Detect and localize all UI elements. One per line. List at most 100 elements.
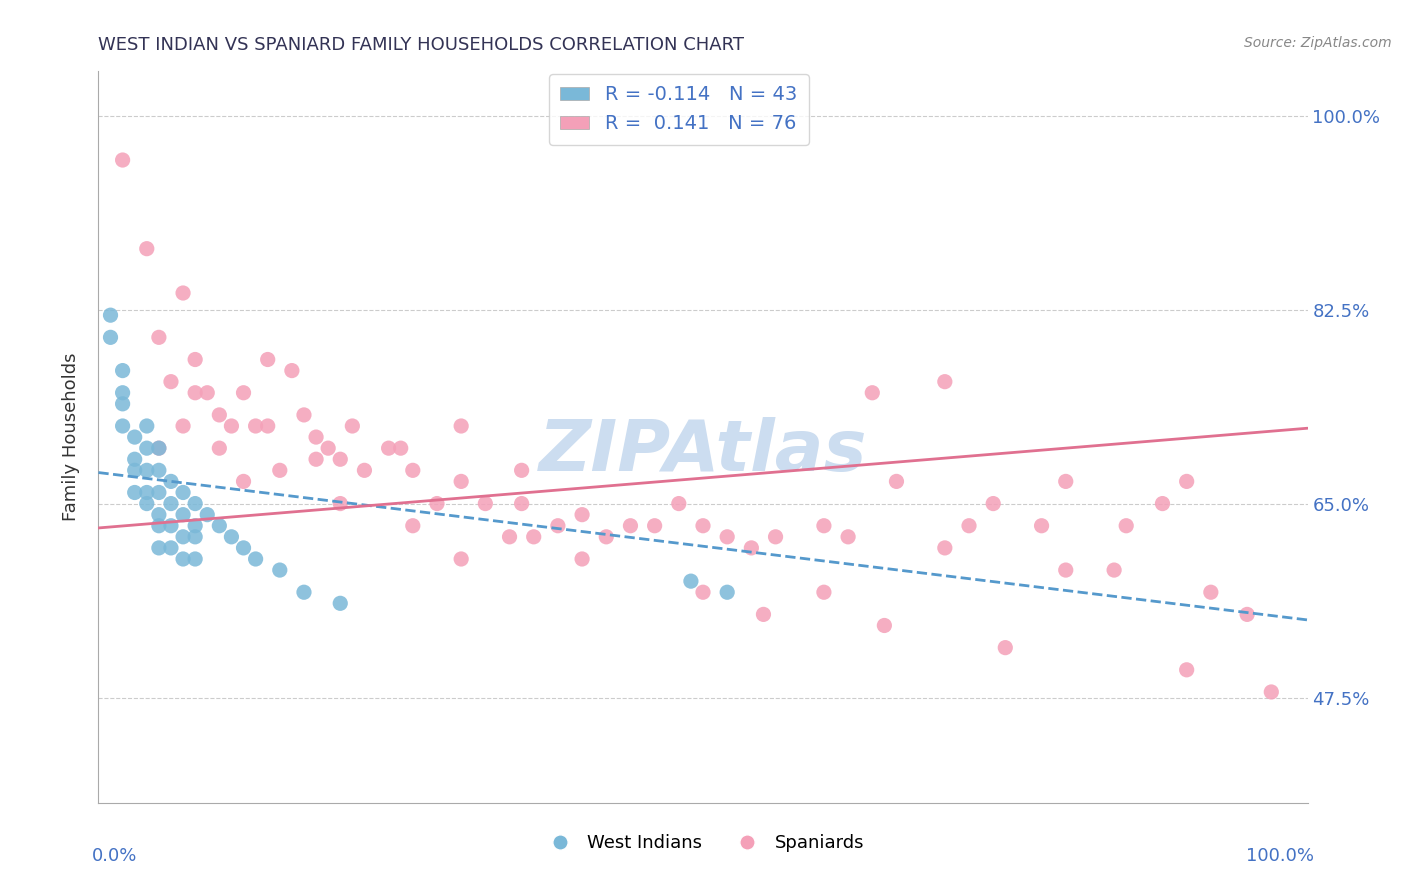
- Point: [160, 475, 183, 489]
- Text: WEST INDIAN VS SPANIARD FAMILY HOUSEHOLDS CORRELATION CHART: WEST INDIAN VS SPANIARD FAMILY HOUSEHOLD…: [98, 36, 744, 54]
- Point: [765, 530, 787, 544]
- Point: [148, 518, 170, 533]
- Point: [208, 518, 231, 533]
- Point: [377, 441, 399, 455]
- Point: [595, 530, 617, 544]
- Point: [148, 508, 170, 522]
- Point: [329, 596, 352, 610]
- Point: [450, 419, 472, 434]
- Point: [498, 530, 520, 544]
- Point: [547, 518, 569, 533]
- Point: [426, 497, 449, 511]
- Point: [172, 552, 194, 566]
- Point: [124, 430, 146, 444]
- Point: [195, 385, 218, 400]
- Point: [1054, 475, 1077, 489]
- Point: [221, 530, 243, 544]
- Point: [813, 585, 835, 599]
- Point: [160, 375, 183, 389]
- Point: [981, 497, 1004, 511]
- Point: [668, 497, 690, 511]
- Point: [184, 385, 207, 400]
- Point: [342, 419, 364, 434]
- Point: [124, 463, 146, 477]
- Point: [934, 541, 956, 555]
- Point: [148, 441, 170, 455]
- Point: [679, 574, 702, 589]
- Point: [232, 385, 254, 400]
- Point: [292, 408, 315, 422]
- Point: [148, 541, 170, 555]
- Point: [571, 552, 593, 566]
- Text: 100.0%: 100.0%: [1246, 847, 1313, 864]
- Point: [994, 640, 1017, 655]
- Point: [1175, 475, 1198, 489]
- Point: [329, 452, 352, 467]
- Text: Source: ZipAtlas.com: Source: ZipAtlas.com: [1244, 36, 1392, 50]
- Point: [1102, 563, 1125, 577]
- Point: [245, 552, 267, 566]
- Point: [148, 330, 170, 344]
- Point: [1054, 563, 1077, 577]
- Point: [269, 563, 291, 577]
- Point: [135, 485, 157, 500]
- Point: [644, 518, 666, 533]
- Point: [281, 363, 304, 377]
- Point: [135, 497, 157, 511]
- Point: [172, 530, 194, 544]
- Point: [813, 518, 835, 533]
- Point: [1199, 585, 1222, 599]
- Point: [135, 419, 157, 434]
- Point: [184, 497, 207, 511]
- Point: [111, 153, 134, 167]
- Point: [124, 485, 146, 500]
- Text: 0.0%: 0.0%: [93, 847, 138, 864]
- Point: [1115, 518, 1137, 533]
- Point: [292, 585, 315, 599]
- Point: [1031, 518, 1053, 533]
- Point: [402, 518, 425, 533]
- Point: [752, 607, 775, 622]
- Point: [402, 463, 425, 477]
- Point: [692, 585, 714, 599]
- Point: [1175, 663, 1198, 677]
- Legend: West Indians, Spaniards: West Indians, Spaniards: [534, 827, 872, 860]
- Point: [232, 541, 254, 555]
- Point: [184, 518, 207, 533]
- Point: [160, 497, 183, 511]
- Point: [184, 530, 207, 544]
- Point: [353, 463, 375, 477]
- Point: [172, 508, 194, 522]
- Point: [135, 441, 157, 455]
- Point: [957, 518, 980, 533]
- Point: [148, 485, 170, 500]
- Point: [305, 452, 328, 467]
- Point: [1260, 685, 1282, 699]
- Point: [172, 419, 194, 434]
- Point: [837, 530, 859, 544]
- Point: [474, 497, 496, 511]
- Point: [873, 618, 896, 632]
- Point: [160, 518, 183, 533]
- Point: [886, 475, 908, 489]
- Point: [1152, 497, 1174, 511]
- Point: [523, 530, 546, 544]
- Point: [860, 385, 883, 400]
- Point: [124, 452, 146, 467]
- Point: [510, 463, 533, 477]
- Point: [245, 419, 267, 434]
- Point: [208, 441, 231, 455]
- Point: [305, 430, 328, 444]
- Point: [172, 485, 194, 500]
- Point: [111, 363, 134, 377]
- Point: [450, 552, 472, 566]
- Point: [160, 541, 183, 555]
- Point: [184, 352, 207, 367]
- Point: [221, 419, 243, 434]
- Point: [716, 585, 738, 599]
- Point: [148, 463, 170, 477]
- Y-axis label: Family Households: Family Households: [62, 353, 80, 521]
- Point: [571, 508, 593, 522]
- Point: [934, 375, 956, 389]
- Point: [111, 419, 134, 434]
